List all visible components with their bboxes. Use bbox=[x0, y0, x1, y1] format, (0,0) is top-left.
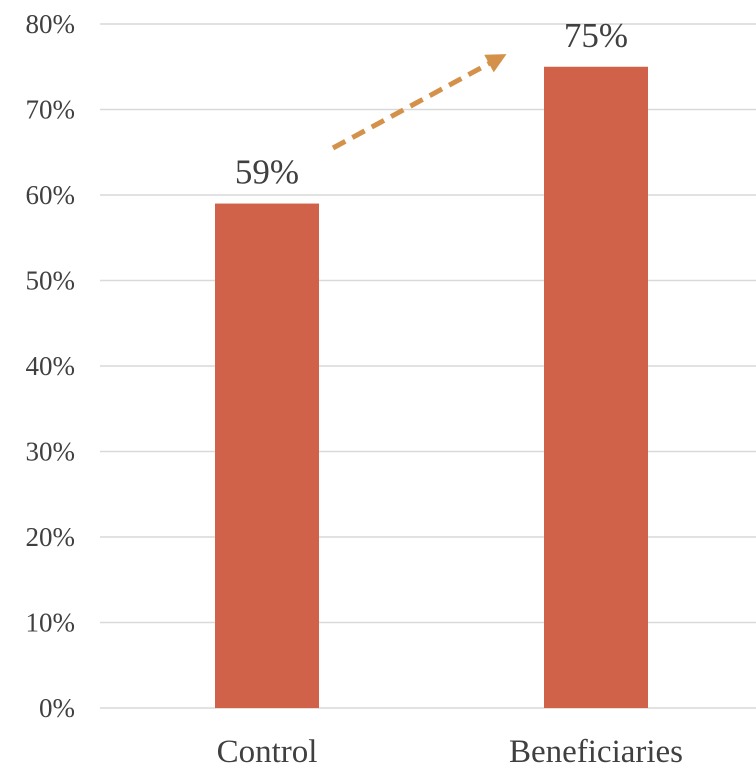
trend-arrow-annotation bbox=[331, 53, 507, 151]
annotations bbox=[331, 53, 507, 151]
data-label-beneficiaries: 75% bbox=[564, 16, 628, 55]
y-axis-tick-labels: 0% 10% 20% 30% 40% 50% 60% 70% 80% bbox=[26, 9, 76, 723]
y-tick-label: 70% bbox=[26, 95, 76, 125]
y-tick-label: 20% bbox=[26, 522, 76, 552]
category-label-control: Control bbox=[217, 734, 318, 769]
y-tick-label: 80% bbox=[26, 9, 76, 39]
bars bbox=[215, 66, 648, 709]
y-tick-label: 60% bbox=[26, 180, 76, 210]
y-tick-label: 50% bbox=[26, 266, 76, 296]
y-tick-label: 40% bbox=[26, 351, 76, 381]
y-tick-label: 0% bbox=[39, 693, 75, 723]
x-axis-category-labels: Control Beneficiaries bbox=[217, 734, 683, 769]
bar-beneficiaries bbox=[544, 66, 648, 708]
gridlines bbox=[100, 23, 756, 709]
data-labels: 59% 75% bbox=[235, 16, 628, 192]
data-label-control: 59% bbox=[235, 153, 299, 192]
category-label-beneficiaries: Beneficiaries bbox=[509, 734, 683, 769]
y-tick-label: 10% bbox=[26, 608, 76, 638]
bar-control bbox=[215, 203, 319, 709]
y-tick-label: 30% bbox=[26, 437, 76, 467]
